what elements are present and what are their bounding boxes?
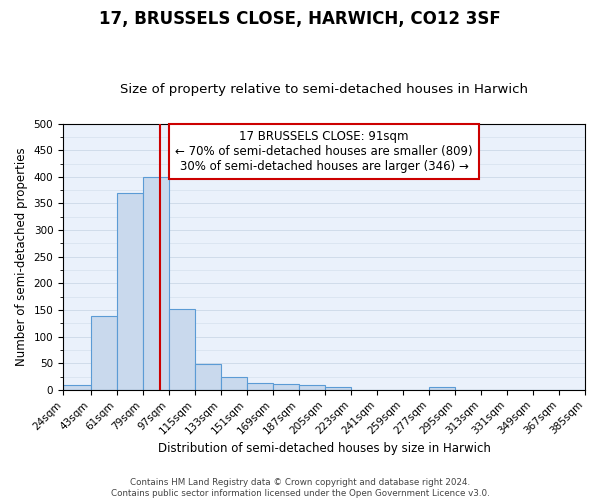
Bar [91, 316, 116, 390]
Y-axis label: Number of semi-detached properties: Number of semi-detached properties [15, 148, 28, 366]
Text: Contains HM Land Registry data © Crown copyright and database right 2024.
Contai: Contains HM Land Registry data © Crown c… [110, 478, 490, 498]
Bar [194, 364, 221, 390]
Bar [272, 384, 299, 390]
Bar [247, 383, 272, 390]
Text: 17, BRUSSELS CLOSE, HARWICH, CO12 3SF: 17, BRUSSELS CLOSE, HARWICH, CO12 3SF [99, 10, 501, 28]
Bar [143, 178, 169, 390]
X-axis label: Distribution of semi-detached houses by size in Harwich: Distribution of semi-detached houses by … [158, 442, 490, 455]
Bar [325, 387, 351, 390]
Text: 17 BRUSSELS CLOSE: 91sqm
← 70% of semi-detached houses are smaller (809)
30% of : 17 BRUSSELS CLOSE: 91sqm ← 70% of semi-d… [175, 130, 473, 173]
Bar [63, 384, 91, 390]
Title: Size of property relative to semi-detached houses in Harwich: Size of property relative to semi-detach… [120, 83, 528, 96]
Bar [299, 384, 325, 390]
Bar [221, 376, 247, 390]
Bar [429, 387, 455, 390]
Bar [169, 309, 194, 390]
Bar [116, 194, 143, 390]
